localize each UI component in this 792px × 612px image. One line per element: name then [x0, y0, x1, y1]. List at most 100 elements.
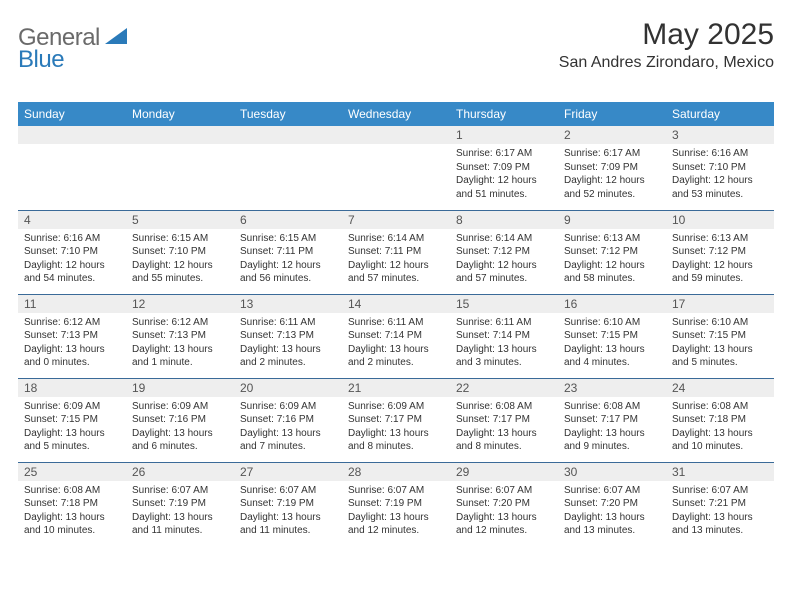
day-number: 10: [666, 211, 774, 229]
calendar-day-cell: 15Sunrise: 6:11 AMSunset: 7:14 PMDayligh…: [450, 294, 558, 378]
day-details: Sunrise: 6:11 AMSunset: 7:13 PMDaylight:…: [234, 313, 342, 374]
day-details: Sunrise: 6:11 AMSunset: 7:14 PMDaylight:…: [450, 313, 558, 374]
day-number: [18, 126, 126, 144]
logo-line2: Blue: [18, 46, 64, 74]
day-number: 13: [234, 295, 342, 313]
calendar-day-cell: 21Sunrise: 6:09 AMSunset: 7:17 PMDayligh…: [342, 378, 450, 462]
day-details: Sunrise: 6:07 AMSunset: 7:21 PMDaylight:…: [666, 481, 774, 542]
calendar-table: SundayMondayTuesdayWednesdayThursdayFrid…: [18, 102, 774, 546]
calendar-body: 1Sunrise: 6:17 AMSunset: 7:09 PMDaylight…: [18, 126, 774, 546]
calendar-week-row: 4Sunrise: 6:16 AMSunset: 7:10 PMDaylight…: [18, 210, 774, 294]
day-number: 15: [450, 295, 558, 313]
day-details: Sunrise: 6:07 AMSunset: 7:19 PMDaylight:…: [126, 481, 234, 542]
day-number: 5: [126, 211, 234, 229]
day-details: Sunrise: 6:15 AMSunset: 7:11 PMDaylight:…: [234, 229, 342, 290]
page-root: General May 2025 San Andres Zirondaro, M…: [0, 0, 792, 612]
day-details: Sunrise: 6:08 AMSunset: 7:18 PMDaylight:…: [666, 397, 774, 458]
day-details: Sunrise: 6:17 AMSunset: 7:09 PMDaylight:…: [558, 144, 666, 205]
logo-text-blue: Blue: [18, 46, 64, 73]
day-number: 7: [342, 211, 450, 229]
day-details: [126, 144, 234, 151]
calendar-day-cell: 3Sunrise: 6:16 AMSunset: 7:10 PMDaylight…: [666, 126, 774, 210]
day-number: 3: [666, 126, 774, 144]
day-number: 29: [450, 463, 558, 481]
day-details: [18, 144, 126, 151]
day-number: 9: [558, 211, 666, 229]
day-number: 11: [18, 295, 126, 313]
calendar-day-cell: 22Sunrise: 6:08 AMSunset: 7:17 PMDayligh…: [450, 378, 558, 462]
calendar-day-cell: 9Sunrise: 6:13 AMSunset: 7:12 PMDaylight…: [558, 210, 666, 294]
day-details: Sunrise: 6:16 AMSunset: 7:10 PMDaylight:…: [666, 144, 774, 205]
calendar-day-cell: 7Sunrise: 6:14 AMSunset: 7:11 PMDaylight…: [342, 210, 450, 294]
calendar-day-cell: 17Sunrise: 6:10 AMSunset: 7:15 PMDayligh…: [666, 294, 774, 378]
day-details: Sunrise: 6:16 AMSunset: 7:10 PMDaylight:…: [18, 229, 126, 290]
calendar-day-cell: 20Sunrise: 6:09 AMSunset: 7:16 PMDayligh…: [234, 378, 342, 462]
day-number: 6: [234, 211, 342, 229]
calendar-empty-cell: [342, 126, 450, 210]
day-number: 18: [18, 379, 126, 397]
day-details: [342, 144, 450, 151]
calendar-day-cell: 30Sunrise: 6:07 AMSunset: 7:20 PMDayligh…: [558, 462, 666, 546]
calendar-week-row: 25Sunrise: 6:08 AMSunset: 7:18 PMDayligh…: [18, 462, 774, 546]
calendar-day-cell: 13Sunrise: 6:11 AMSunset: 7:13 PMDayligh…: [234, 294, 342, 378]
day-number: 8: [450, 211, 558, 229]
day-details: Sunrise: 6:09 AMSunset: 7:16 PMDaylight:…: [126, 397, 234, 458]
calendar-day-cell: 31Sunrise: 6:07 AMSunset: 7:21 PMDayligh…: [666, 462, 774, 546]
location-label: San Andres Zirondaro, Mexico: [559, 54, 774, 72]
day-number: [234, 126, 342, 144]
day-number: 2: [558, 126, 666, 144]
day-details: Sunrise: 6:15 AMSunset: 7:10 PMDaylight:…: [126, 229, 234, 290]
day-details: Sunrise: 6:11 AMSunset: 7:14 PMDaylight:…: [342, 313, 450, 374]
calendar-week-row: 11Sunrise: 6:12 AMSunset: 7:13 PMDayligh…: [18, 294, 774, 378]
day-details: Sunrise: 6:14 AMSunset: 7:12 PMDaylight:…: [450, 229, 558, 290]
calendar-week-row: 1Sunrise: 6:17 AMSunset: 7:09 PMDaylight…: [18, 126, 774, 210]
weekday-header: Wednesday: [342, 102, 450, 126]
calendar-day-cell: 1Sunrise: 6:17 AMSunset: 7:09 PMDaylight…: [450, 126, 558, 210]
day-details: Sunrise: 6:13 AMSunset: 7:12 PMDaylight:…: [558, 229, 666, 290]
day-number: 30: [558, 463, 666, 481]
calendar-day-cell: 10Sunrise: 6:13 AMSunset: 7:12 PMDayligh…: [666, 210, 774, 294]
day-number: 20: [234, 379, 342, 397]
day-details: Sunrise: 6:07 AMSunset: 7:19 PMDaylight:…: [342, 481, 450, 542]
calendar-day-cell: 6Sunrise: 6:15 AMSunset: 7:11 PMDaylight…: [234, 210, 342, 294]
day-details: Sunrise: 6:10 AMSunset: 7:15 PMDaylight:…: [558, 313, 666, 374]
day-details: Sunrise: 6:09 AMSunset: 7:16 PMDaylight:…: [234, 397, 342, 458]
header: General May 2025 San Andres Zirondaro, M…: [18, 18, 774, 72]
day-number: 19: [126, 379, 234, 397]
day-details: Sunrise: 6:07 AMSunset: 7:20 PMDaylight:…: [558, 481, 666, 542]
day-number: 22: [450, 379, 558, 397]
calendar-day-cell: 2Sunrise: 6:17 AMSunset: 7:09 PMDaylight…: [558, 126, 666, 210]
calendar-empty-cell: [234, 126, 342, 210]
weekday-header: Saturday: [666, 102, 774, 126]
calendar-day-cell: 28Sunrise: 6:07 AMSunset: 7:19 PMDayligh…: [342, 462, 450, 546]
logo-triangle-icon: [105, 26, 127, 49]
calendar-day-cell: 26Sunrise: 6:07 AMSunset: 7:19 PMDayligh…: [126, 462, 234, 546]
day-details: Sunrise: 6:12 AMSunset: 7:13 PMDaylight:…: [126, 313, 234, 374]
day-details: Sunrise: 6:09 AMSunset: 7:15 PMDaylight:…: [18, 397, 126, 458]
title-block: May 2025 San Andres Zirondaro, Mexico: [559, 18, 774, 72]
day-details: Sunrise: 6:08 AMSunset: 7:17 PMDaylight:…: [558, 397, 666, 458]
calendar-day-cell: 8Sunrise: 6:14 AMSunset: 7:12 PMDaylight…: [450, 210, 558, 294]
day-details: Sunrise: 6:08 AMSunset: 7:18 PMDaylight:…: [18, 481, 126, 542]
day-number: 24: [666, 379, 774, 397]
day-number: 28: [342, 463, 450, 481]
weekday-header: Thursday: [450, 102, 558, 126]
day-details: Sunrise: 6:14 AMSunset: 7:11 PMDaylight:…: [342, 229, 450, 290]
day-number: 17: [666, 295, 774, 313]
weekday-header: Monday: [126, 102, 234, 126]
calendar-day-cell: 23Sunrise: 6:08 AMSunset: 7:17 PMDayligh…: [558, 378, 666, 462]
calendar-day-cell: 19Sunrise: 6:09 AMSunset: 7:16 PMDayligh…: [126, 378, 234, 462]
calendar-day-cell: 27Sunrise: 6:07 AMSunset: 7:19 PMDayligh…: [234, 462, 342, 546]
weekday-header: Sunday: [18, 102, 126, 126]
calendar-week-row: 18Sunrise: 6:09 AMSunset: 7:15 PMDayligh…: [18, 378, 774, 462]
day-details: Sunrise: 6:13 AMSunset: 7:12 PMDaylight:…: [666, 229, 774, 290]
weekday-header: Tuesday: [234, 102, 342, 126]
day-details: Sunrise: 6:10 AMSunset: 7:15 PMDaylight:…: [666, 313, 774, 374]
calendar-day-cell: 16Sunrise: 6:10 AMSunset: 7:15 PMDayligh…: [558, 294, 666, 378]
calendar-day-cell: 4Sunrise: 6:16 AMSunset: 7:10 PMDaylight…: [18, 210, 126, 294]
month-title: May 2025: [559, 18, 774, 52]
calendar-day-cell: 25Sunrise: 6:08 AMSunset: 7:18 PMDayligh…: [18, 462, 126, 546]
day-number: 4: [18, 211, 126, 229]
calendar-day-cell: 5Sunrise: 6:15 AMSunset: 7:10 PMDaylight…: [126, 210, 234, 294]
day-details: Sunrise: 6:07 AMSunset: 7:19 PMDaylight:…: [234, 481, 342, 542]
